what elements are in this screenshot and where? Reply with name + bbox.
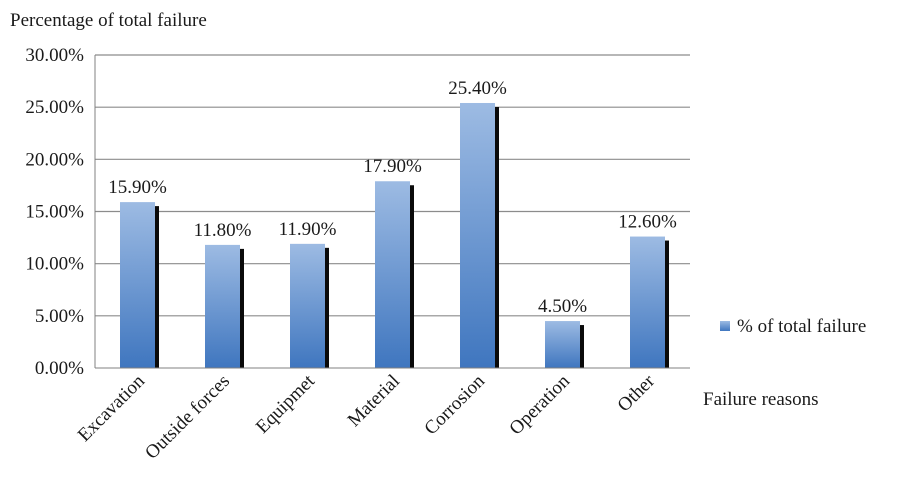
y-tick-label: 10.00% <box>25 254 84 275</box>
y-tick-label: 20.00% <box>25 149 84 170</box>
x-tick-label: Equipmet <box>252 370 320 438</box>
x-tick-label: Corrosion <box>420 370 489 439</box>
data-label: 25.40% <box>448 78 507 99</box>
bar <box>460 102 495 368</box>
data-label: 11.80% <box>194 220 252 241</box>
legend: % of total failure <box>720 316 866 337</box>
bar <box>290 243 325 368</box>
y-tick-label: 5.00% <box>35 306 84 327</box>
data-labels: 15.90% 11.80% 11.90% 17.90% 25.40% 4.50% 12.60… <box>108 78 677 317</box>
x-tick-label: Material <box>344 371 404 431</box>
y-tick-label: 25.00% <box>25 97 84 118</box>
y-tick-label: 15.00% <box>25 202 84 223</box>
y-axis-title: Percentage of total failure <box>10 10 207 31</box>
x-tick-label: Outside forces <box>141 371 234 464</box>
x-tick-label: Operation <box>505 370 574 439</box>
x-axis-title: Failure reasons <box>703 389 819 410</box>
data-label: 15.90% <box>108 177 167 198</box>
legend-label: % of total failure <box>737 316 866 337</box>
bar <box>120 202 155 368</box>
bar <box>375 181 410 368</box>
data-label: 4.50% <box>538 296 587 317</box>
x-tick-label: Other <box>614 370 660 416</box>
y-tick-label: 30.00% <box>25 45 84 66</box>
bar <box>205 244 240 368</box>
data-label: 17.90% <box>363 156 422 177</box>
x-tick-label: Excavation <box>74 370 150 446</box>
bar <box>630 236 665 368</box>
bars <box>120 102 669 368</box>
bar <box>545 321 580 368</box>
data-label: 12.60% <box>618 212 677 233</box>
legend-swatch <box>720 321 730 331</box>
y-tick-label: 0.00% <box>35 358 84 379</box>
data-label: 11.90% <box>279 219 337 240</box>
y-axis-ticks: 0.00% 5.00% 10.00% 15.00% 20.00% 25.00% 30.00% <box>25 45 84 379</box>
